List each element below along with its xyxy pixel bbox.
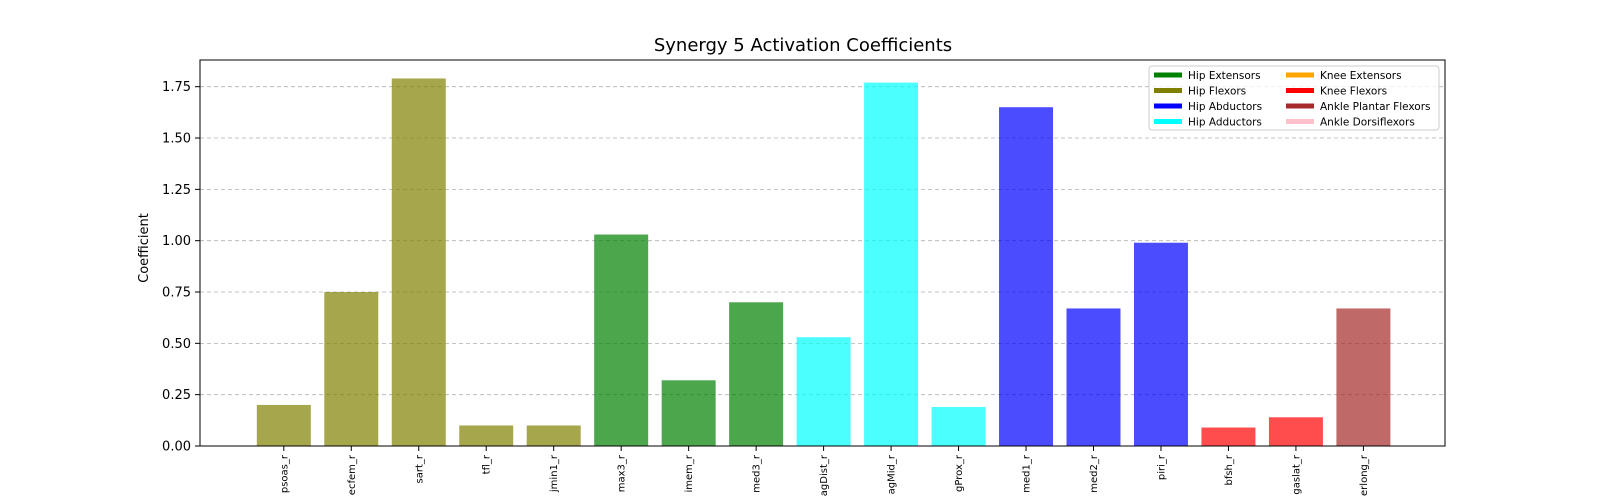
legend-label: Hip Abductors (1188, 101, 1262, 113)
bar-agMid_r (864, 82, 919, 446)
x-tick-label: tfl_r (482, 454, 493, 474)
bar-erlong_r (1336, 308, 1391, 446)
x-tick-label: gProx_r (954, 454, 965, 492)
y-tick-label: 1.00 (162, 234, 191, 249)
bar-imem_r (661, 380, 716, 446)
x-tick-label: agDist_r (819, 454, 830, 496)
y-tick-label: 0.25 (162, 388, 191, 403)
legend-box (1148, 65, 1440, 131)
bar-gProx_r (931, 406, 986, 446)
y-tick-label: 1.25 (162, 183, 191, 198)
bar-med1_r (999, 107, 1054, 447)
legend-label: Hip Extensors (1188, 70, 1261, 82)
y-tick-label: 0.75 (162, 286, 191, 301)
bar-max3_r (594, 234, 649, 446)
bars (256, 78, 1391, 447)
x-tick-label: piri_r (1156, 454, 1167, 480)
legend-label: Knee Extensors (1320, 70, 1402, 82)
axes: 0.00 0.25 0.50 0.75 1.00 1.25 1.50 1.75 psoas_r e… (162, 59, 1446, 496)
bar-jmin1_r (526, 425, 581, 446)
x-tick-label: agMid_r (887, 454, 898, 494)
x-tick-label: gaslat_r (1291, 454, 1302, 495)
x-tick-label: imem_r (684, 454, 695, 492)
plot-frame (199, 59, 1446, 447)
bar-ecfem_r (324, 292, 379, 446)
bar-tfl_r (459, 425, 514, 446)
bar-med2_r (1066, 308, 1121, 446)
legend-label: Hip Flexors (1188, 86, 1246, 98)
legend-label: Hip Adductors (1188, 117, 1262, 129)
legend: Hip Extensors Hip Flexors Hip Abductors Hip… (1148, 65, 1440, 131)
bar-gaslat_r (1268, 417, 1323, 446)
x-tick-label: med2_r (1089, 454, 1100, 493)
bar-agDist_r (796, 337, 851, 446)
x-tick-label: med3_r (752, 454, 763, 493)
bar-med3_r (729, 302, 784, 446)
x-tick-label: max3_r (617, 454, 628, 492)
y-tick-label: 0.50 (162, 337, 191, 352)
y-tick-label: 1.50 (162, 132, 191, 147)
legend-label: Knee Flexors (1320, 86, 1387, 98)
x-tick-label: psoas_r (279, 454, 290, 493)
x-tick-label: bfsh_r (1224, 454, 1235, 485)
x-tick-label: med1_r (1022, 454, 1033, 493)
legend-label: Ankle Dorsiflexors (1320, 117, 1415, 129)
x-tick-label: jmin1_r (549, 454, 560, 493)
x-tick-label: erlong_r (1359, 454, 1370, 496)
bar-bfsh_r (1201, 427, 1256, 446)
x-tick-label: ecfem_r (347, 454, 358, 495)
x-tick-label: sart_r (414, 454, 425, 483)
bar-piri_r (1133, 242, 1188, 446)
legend-label: Ankle Plantar Flexors (1320, 101, 1431, 113)
bar-sart_r (391, 78, 446, 446)
y-tick-label: 0.00 (162, 440, 191, 455)
chart-title: Synergy 5 Activation Coefficients (654, 35, 952, 56)
y-axis-label: Coefficient (137, 213, 152, 283)
y-tick-label: 1.75 (162, 80, 191, 95)
bar-psoas_r (256, 404, 311, 446)
